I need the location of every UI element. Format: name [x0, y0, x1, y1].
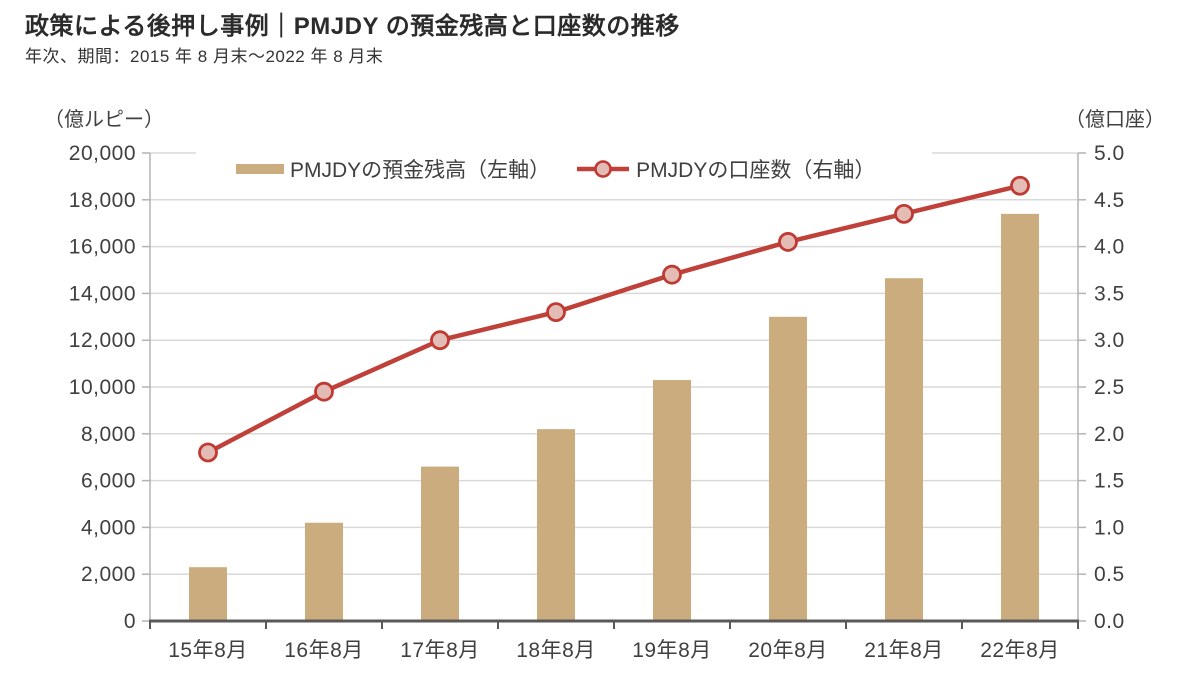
x-axis-category-label: 16年8月 [284, 639, 364, 662]
left-axis-tick-label: 12,000 [69, 329, 136, 352]
bar [189, 567, 227, 621]
right-axis-tick-label: 0.0 [1094, 610, 1125, 633]
bar-swatch-icon [236, 164, 284, 174]
x-axis-category-label: 20年8月 [748, 639, 828, 662]
legend: PMJDYの預金残高（左軸） PMJDYの口座数（右軸） [196, 152, 932, 186]
bar [421, 466, 459, 621]
data-point-marker [1010, 175, 1030, 196]
left-axis-tick-label: 14,000 [69, 282, 136, 305]
left-axis-tick-label: 16,000 [69, 236, 136, 259]
legend-item-accounts: PMJDYの口座数（右軸） [576, 154, 875, 184]
right-axis-tick-label: 0.5 [1094, 563, 1125, 586]
bar [1001, 213, 1039, 621]
data-point-marker [430, 330, 450, 351]
x-axis-category-label: 22年8月 [980, 639, 1060, 662]
bar [653, 379, 691, 621]
data-point-marker [662, 264, 682, 285]
right-axis-tick-label: 4.0 [1094, 236, 1125, 259]
legend-item-deposits: PMJDYの預金残高（左軸） [236, 154, 550, 184]
left-axis-tick-label: 18,000 [69, 189, 136, 212]
bar [305, 522, 343, 621]
data-point-marker [314, 381, 334, 402]
left-axis-tick-label: 20,000 [69, 142, 136, 165]
right-axis-tick-label: 1.5 [1094, 470, 1125, 493]
line-series [205, 183, 1023, 455]
right-axis-tick-label: 5.0 [1094, 142, 1125, 165]
right-axis-tick-label: 3.0 [1094, 329, 1125, 352]
right-axis-tick-label: 4.5 [1094, 189, 1125, 212]
x-axis-category-label: 19年8月 [632, 639, 712, 662]
left-axis-tick-label: 2,000 [81, 563, 136, 586]
right-axis-tick-label: 2.5 [1094, 376, 1125, 399]
data-point-marker [546, 302, 566, 323]
left-axis-tick-label: 4,000 [81, 516, 136, 539]
bar [885, 278, 923, 621]
right-axis-tick-label: 2.0 [1094, 423, 1125, 446]
left-axis-tick-label: 0 [124, 610, 136, 633]
legend-label-accounts: PMJDYの口座数（右軸） [636, 159, 876, 182]
x-axis-category-label: 15年8月 [168, 639, 248, 662]
data-point-marker [778, 232, 798, 252]
left-axis-tick-label: 10,000 [69, 376, 136, 399]
left-axis-unit-label: （億ルピー） [44, 109, 164, 131]
page-subtitle: 年次、期間：2015 年 8 月末～2022 年 8 月末 [25, 47, 384, 66]
bar [537, 429, 575, 621]
page-title: 政策による後押し事例｜PMJDY の預金残高と口座数の推移 [25, 13, 680, 40]
data-point-marker [894, 203, 914, 224]
data-point-marker [198, 442, 218, 463]
left-axis-tick-label: 8,000 [81, 423, 136, 446]
x-axis-category-label: 18年8月 [516, 639, 596, 662]
right-axis-tick-label: 3.5 [1094, 282, 1125, 305]
legend-label-deposits: PMJDYの預金残高（左軸） [290, 159, 551, 182]
right-axis-tick-label: 1.0 [1094, 516, 1125, 539]
right-axis-unit-label: （億口座） [1065, 109, 1165, 131]
bar [769, 316, 807, 621]
line-marker-swatch-icon [577, 160, 630, 178]
left-axis-tick-label: 6,000 [81, 470, 136, 493]
x-axis-category-label: 17年8月 [400, 639, 480, 662]
x-axis-category-label: 21年8月 [864, 639, 944, 662]
